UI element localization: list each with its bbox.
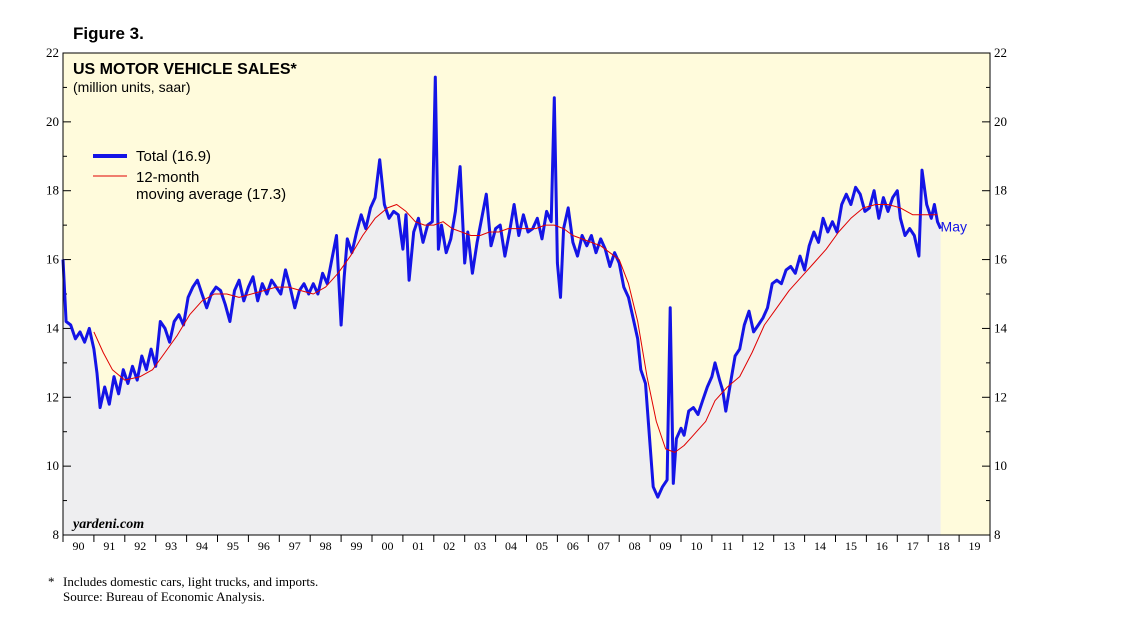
x-tick-label: 11	[722, 539, 734, 553]
footnote: * Includes domestic cars, light trucks, a…	[48, 574, 318, 604]
y-tick-label-right: 12	[994, 389, 1007, 404]
x-tick-label: 17	[907, 539, 919, 553]
legend-label-moving-average: 12-month moving average (17.3)	[136, 169, 286, 203]
x-tick-label: 95	[227, 539, 239, 553]
x-tick-label: 14	[814, 539, 826, 553]
x-tick-label: 05	[536, 539, 548, 553]
x-tick-label: 07	[598, 539, 610, 553]
y-tick-label-left: 10	[46, 458, 59, 473]
y-tick-label-right: 22	[994, 45, 1007, 60]
y-axis-tick-labels: 8 8 10 10 12 12 14 14 16 16 18 18 20 20 22 22	[46, 45, 1008, 542]
plot-frame	[62, 52, 991, 536]
x-tick-label: 97	[289, 539, 301, 553]
axis-ticks	[62, 52, 991, 542]
y-tick-label-right: 8	[994, 527, 1001, 542]
x-tick-label: 93	[165, 539, 177, 553]
x-tick-label: 19	[969, 539, 981, 553]
y-tick-label-right: 14	[994, 320, 1008, 335]
footnote-source: Source: Bureau of Economic Analysis.	[63, 589, 265, 604]
series-line-total	[61, 75, 942, 499]
x-tick-label: 96	[258, 539, 270, 553]
x-tick-label: 91	[103, 539, 115, 553]
legend-label-total: Total (16.9)	[136, 148, 211, 165]
y-tick-label-right: 20	[994, 114, 1007, 129]
y-tick-label-left: 22	[46, 45, 59, 60]
x-tick-label: 08	[629, 539, 641, 553]
y-tick-label-right: 18	[994, 183, 1007, 198]
chart-title: US MOTOR VEHICLE SALES*	[73, 61, 298, 78]
x-tick-label: 09	[660, 539, 672, 553]
footnote-marker: *	[48, 574, 55, 589]
source-credit: yardeni.com	[71, 517, 144, 532]
y-tick-label-left: 12	[46, 389, 59, 404]
y-tick-label-left: 18	[46, 183, 59, 198]
x-tick-label: 92	[134, 539, 146, 553]
x-tick-label: 01	[412, 539, 424, 553]
y-tick-label-left: 20	[46, 114, 59, 129]
y-tick-label-right: 16	[994, 252, 1008, 267]
x-tick-label: 10	[690, 539, 702, 553]
x-tick-label: 90	[72, 539, 84, 553]
total-area-fill	[63, 77, 941, 535]
x-tick-label: 00	[381, 539, 393, 553]
figure-label: Figure 3.	[73, 24, 144, 43]
x-tick-label: 04	[505, 539, 517, 553]
x-tick-label: 15	[845, 539, 857, 553]
y-tick-label-left: 8	[53, 527, 60, 542]
x-tick-label: 99	[351, 539, 363, 553]
x-axis-tick-labels: 90 91 92 93 94 95 96 97 98 99 00 01 02 03 04 05 06 07 08 09…	[72, 539, 980, 553]
latest-month-annotation: May	[941, 219, 967, 235]
footnote-note: Includes domestic cars, light trucks, an…	[63, 574, 319, 589]
x-tick-label: 13	[783, 539, 795, 553]
x-tick-label: 98	[320, 539, 332, 553]
x-tick-label: 06	[567, 539, 579, 553]
y-tick-label-right: 10	[994, 458, 1007, 473]
x-tick-label: 12	[752, 539, 764, 553]
legend: Total (16.9) 12-month moving average (17…	[93, 148, 286, 203]
x-tick-label: 94	[196, 539, 208, 553]
x-tick-label: 16	[876, 539, 888, 553]
y-tick-label-left: 16	[46, 252, 60, 267]
y-tick-label-left: 14	[46, 320, 60, 335]
chart-subtitle: (million units, saar)	[73, 79, 190, 95]
x-tick-label: 02	[443, 539, 455, 553]
series-line-moving-average	[93, 204, 938, 453]
x-tick-label: 03	[474, 539, 486, 553]
x-tick-label: 18	[938, 539, 950, 553]
